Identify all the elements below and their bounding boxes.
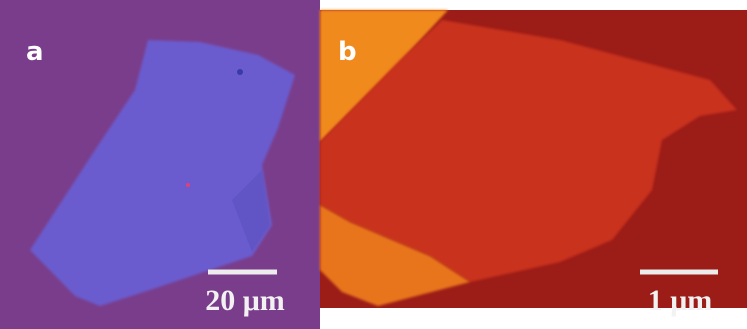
panel-label: a	[26, 37, 44, 67]
panel-b: b 1 μm	[320, 10, 747, 317]
figure: a 20 μm b 1 μm	[0, 0, 747, 329]
spot	[237, 69, 243, 75]
scale-bar-label: 1 μm	[648, 284, 713, 317]
scale-bar-label: 20 μm	[205, 284, 285, 317]
spot	[186, 183, 190, 187]
panel-a: a 20 μm	[0, 0, 320, 329]
panel-label: b	[338, 37, 357, 67]
